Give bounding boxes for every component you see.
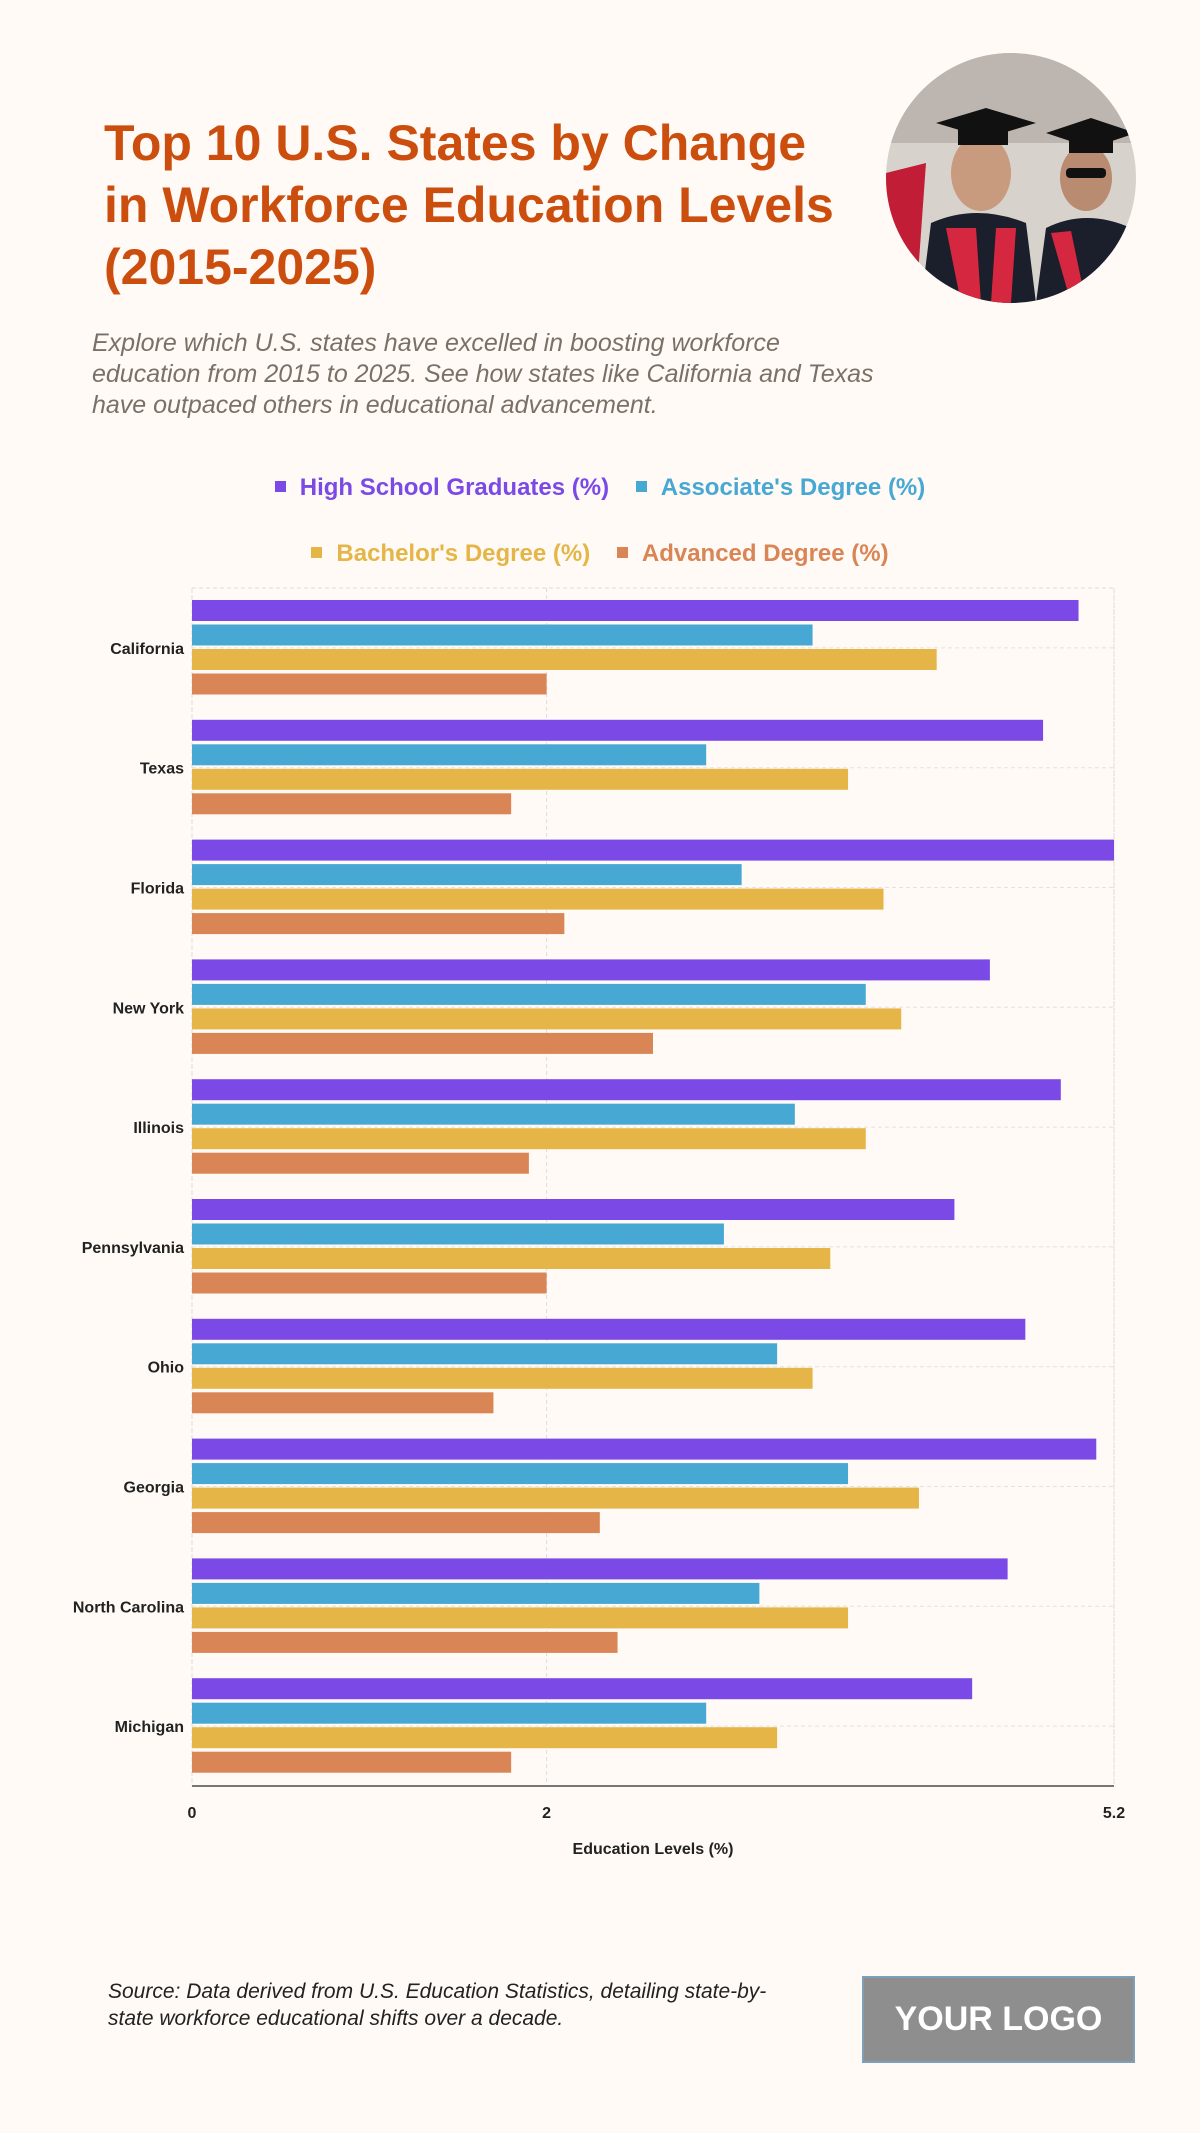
category-label: Illinois	[133, 1120, 184, 1137]
x-tick-label: 2	[542, 1805, 551, 1822]
bar-bachelors	[192, 1727, 778, 1749]
bar-advanced	[192, 1631, 618, 1653]
bar-associates	[192, 983, 866, 1005]
bar-bachelors	[192, 888, 884, 910]
legend-row-2: Bachelor's Degree (%) Advanced Degree (%…	[0, 540, 1200, 568]
bar-advanced	[192, 1512, 600, 1534]
page-title: Top 10 U.S. States by Change in Workforc…	[104, 115, 834, 295]
legend-label: Bachelor's Degree (%)	[336, 540, 591, 567]
legend-swatch	[635, 481, 647, 493]
bar-associates	[192, 1702, 707, 1724]
legend-swatch	[311, 547, 323, 559]
bar-bachelors	[192, 1008, 902, 1030]
logo: YOUR LOGO	[862, 1976, 1135, 2063]
bar-high	[192, 1558, 1008, 1580]
bar-chart: California Texas Florida New York Illinois Pe…	[73, 587, 1125, 1858]
bar-advanced	[192, 1392, 494, 1414]
bar-advanced	[192, 1032, 653, 1054]
category-label: Georgia	[124, 1480, 185, 1497]
plot-border	[191, 587, 1115, 1787]
bar-bachelors	[192, 1487, 919, 1509]
legend-item-associates[interactable]: Associate's Degree (%)	[635, 474, 926, 502]
x-tick-label: 0	[188, 1805, 197, 1822]
bar-associates	[192, 1343, 778, 1365]
category-label: New York	[113, 1000, 185, 1017]
bar-associates	[192, 1463, 849, 1485]
subtitle: Explore which U.S. states have excelled …	[92, 329, 874, 419]
bar-bachelors	[192, 768, 849, 790]
bar-advanced	[192, 1751, 512, 1773]
bar-high	[192, 1678, 973, 1700]
bar-associates	[192, 1223, 724, 1245]
category-label: California	[110, 641, 184, 658]
bar-bachelors	[192, 649, 937, 670]
bar-high	[192, 1199, 955, 1220]
x-tick-label: 5.2	[1103, 1805, 1125, 1822]
legend-item-advanced[interactable]: Advanced Degree (%)	[616, 540, 889, 568]
legend-swatch	[274, 481, 286, 493]
legend-swatch	[616, 547, 628, 559]
bar-high	[192, 1079, 1061, 1101]
bar-advanced	[192, 913, 565, 935]
legend-label: High School Graduates (%)	[299, 474, 610, 501]
source-note: Source: Data derived from U.S. Education…	[108, 1980, 767, 2030]
bar-advanced	[192, 673, 547, 695]
category-label: North Carolina	[73, 1599, 184, 1616]
category-label: Ohio	[148, 1360, 185, 1377]
legend-item-bachelors[interactable]: Bachelor's Degree (%)	[311, 540, 590, 568]
bar-high	[192, 1438, 1097, 1460]
bar-advanced	[192, 1272, 547, 1294]
category-label: Texas	[140, 761, 184, 778]
x-axis-title: Education Levels (%)	[573, 1841, 734, 1858]
bar-bachelors	[192, 1128, 866, 1150]
bar-high	[192, 1318, 1026, 1340]
bar-associates	[192, 744, 707, 766]
legend-label: Advanced Degree (%)	[641, 540, 889, 567]
bar-high	[192, 839, 1114, 861]
bar-high	[192, 600, 1079, 621]
bar-bachelors	[192, 1248, 831, 1269]
bar-bachelors	[192, 1607, 849, 1629]
category-label: Michigan	[115, 1719, 184, 1736]
bar-associates	[192, 1582, 760, 1604]
category-label: Pennsylvania	[82, 1240, 184, 1257]
bar-high	[192, 719, 1044, 741]
legend-item-high-school[interactable]: High School Graduates (%)	[274, 474, 610, 502]
legend-row-1: High School Graduates (%) Associate's De…	[0, 474, 1200, 502]
bar-advanced	[192, 1152, 529, 1174]
legend-label: Associate's Degree (%)	[660, 474, 926, 501]
category-label: Florida	[131, 881, 184, 898]
bar-advanced	[192, 793, 512, 815]
bar-high	[192, 959, 990, 981]
bar-associates	[192, 864, 742, 886]
bar-associates	[192, 1103, 795, 1125]
bar-bachelors	[192, 1367, 813, 1389]
bar-associates	[192, 624, 813, 646]
